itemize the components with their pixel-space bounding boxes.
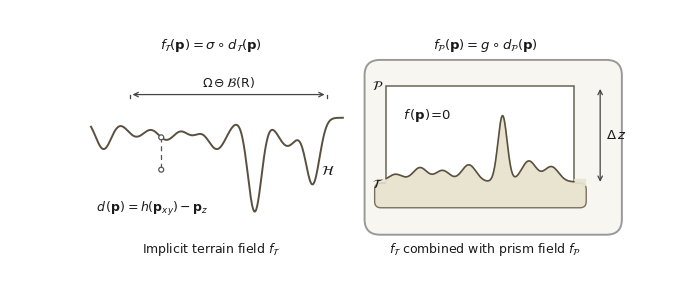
FancyBboxPatch shape xyxy=(375,183,586,208)
Text: $\mathcal{P}$: $\mathcal{P}$ xyxy=(372,80,383,93)
Bar xyxy=(386,86,574,185)
Polygon shape xyxy=(91,110,343,212)
FancyBboxPatch shape xyxy=(365,60,622,235)
Circle shape xyxy=(159,135,164,140)
Text: Implicit terrain field $f_{\mathcal{T}}$: Implicit terrain field $f_{\mathcal{T}}$ xyxy=(141,241,281,258)
Text: $f_{\mathcal{T}}$ combined with prism field $f_{\mathcal{P}}$: $f_{\mathcal{T}}$ combined with prism fi… xyxy=(390,241,581,258)
Text: $f\,(\mathbf{p})\!=\!0$: $f\,(\mathbf{p})\!=\!0$ xyxy=(404,107,452,124)
Text: $\mathcal{T}$: $\mathcal{T}$ xyxy=(372,178,383,191)
Text: $f_{\mathcal{P}}(\mathbf{p}) = g \circ d_{\mathcal{P}}(\mathbf{p})$: $f_{\mathcal{P}}(\mathbf{p}) = g \circ d… xyxy=(433,37,538,54)
Polygon shape xyxy=(376,179,386,185)
Polygon shape xyxy=(386,116,574,185)
Text: $\Omega\ominus\mathcal{B}(\mathrm{R})$: $\Omega\ominus\mathcal{B}(\mathrm{R})$ xyxy=(202,75,255,90)
Circle shape xyxy=(159,167,164,172)
Text: $\Delta\, z$: $\Delta\, z$ xyxy=(606,129,626,142)
Polygon shape xyxy=(574,179,585,185)
Text: $f_{\mathcal{T}}(\mathbf{p}) = \sigma \circ d_{\mathcal{T}}(\mathbf{p})$: $f_{\mathcal{T}}(\mathbf{p}) = \sigma \c… xyxy=(160,37,262,54)
Text: $\mathcal{H}$: $\mathcal{H}$ xyxy=(321,164,335,178)
Text: $d\,(\mathbf{p}) = h(\mathbf{p}_{xy}) - \mathbf{p}_z$: $d\,(\mathbf{p}) = h(\mathbf{p}_{xy}) - … xyxy=(96,200,209,218)
